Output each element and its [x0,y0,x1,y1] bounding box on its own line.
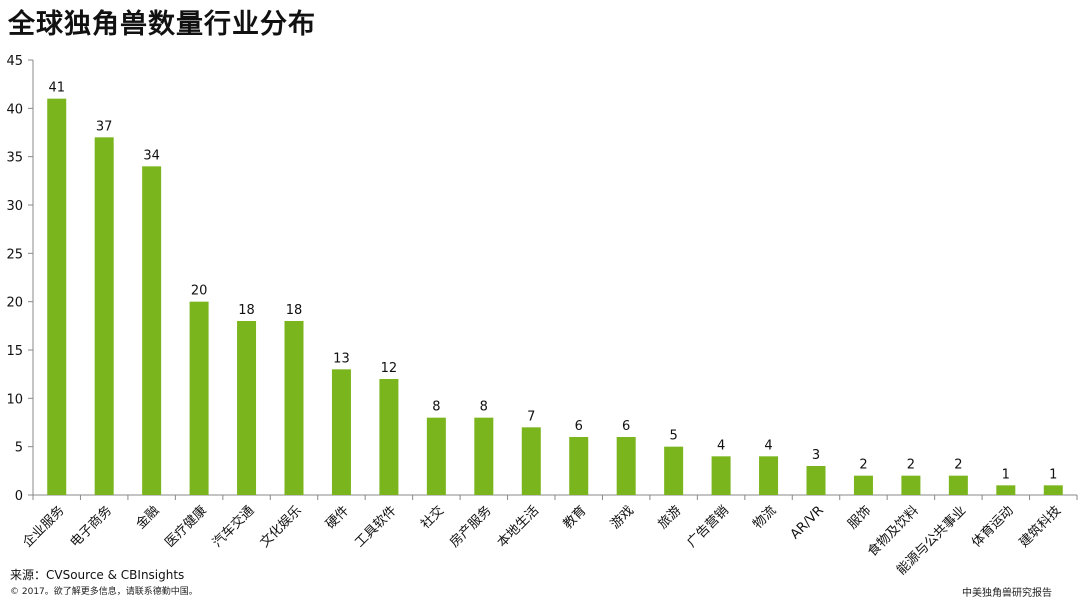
bar [569,437,589,495]
bar [901,475,921,495]
category-label: 服饰 [845,503,874,532]
bar [616,437,636,495]
bar-value-label: 6 [575,419,583,434]
bar [189,301,209,495]
bar-value-label: 1 [1002,467,1010,482]
category-label: 医疗健康 [162,503,210,551]
bar [853,475,873,495]
y-tick-label: 15 [6,344,23,359]
bar [521,427,541,495]
y-tick-label: 45 [6,54,23,69]
bar [237,321,257,495]
bar [711,456,731,495]
y-tick-label: 10 [6,392,23,407]
y-tick-label: 0 [15,489,23,504]
bar-value-label: 12 [381,361,398,376]
bar [142,166,162,496]
bar-value-label: 2 [954,458,962,473]
value-labels: 41 37 34 20 18 18 13 12 8 8 7 6 6 5 4 4 3 2 2 2 1 1 [48,81,1057,483]
category-label: 建筑科技 [1016,503,1064,551]
y-tick-label: 40 [6,102,23,117]
bar-value-label: 20 [191,284,208,299]
bar [284,321,304,495]
report-name: 中美独角兽研究报告 [962,588,1052,599]
bar [47,98,67,496]
category-label: 工具软件 [352,503,399,550]
y-tick-label: 25 [6,247,23,262]
y-tick-label: 30 [6,199,23,214]
bar-value-label: 8 [432,400,440,415]
bar-value-label: 2 [907,458,915,473]
bar [664,446,684,495]
category-label: 游戏 [608,503,637,532]
bar-value-label: 2 [859,458,867,473]
category-label: 物流 [750,503,779,532]
bar-value-label: 3 [812,448,820,463]
category-label: 旅游 [655,503,684,532]
bar-value-label: 7 [527,409,535,424]
bar-value-label: 37 [96,119,113,134]
bar [426,417,446,495]
bar-value-label: 41 [48,81,65,96]
category-label: 汽车交通 [209,503,257,551]
bar [474,417,494,495]
category-label: AR/VR [788,503,827,542]
y-tick-label: 5 [15,441,23,456]
category-label: 广告营销 [685,503,732,550]
bar-value-label: 4 [717,438,725,453]
bar-value-label: 13 [333,351,350,366]
source-note: 来源：CVSource & CBInsights [10,568,185,582]
bar-value-label: 18 [238,303,255,318]
y-tick-label: 20 [6,296,23,311]
bar-value-label: 8 [480,400,488,415]
category-label: 体育运动 [969,503,1017,551]
bar [379,379,399,495]
bars [47,98,1063,496]
copyright-note: © 2017。欲了解更多信息，请联系德勤中国。 [10,587,198,597]
category-label: 社交 [417,503,447,533]
bar [1043,485,1063,495]
category-label: 硬件 [323,503,352,532]
bar [94,137,114,496]
x-axis [32,494,1078,500]
bar-value-label: 5 [669,429,677,444]
bar-value-label: 34 [143,148,160,163]
category-label: 电子商务 [67,503,115,551]
chart-title: 全球独角兽数量行业分布 [8,9,316,40]
bar [759,456,779,495]
bar-value-label: 6 [622,419,630,434]
bar-value-label: 4 [764,438,772,453]
category-label: 房产服务 [447,503,495,551]
bar [331,369,351,495]
y-tick-label: 35 [6,151,23,166]
bar [996,485,1016,495]
category-label: 企业服务 [19,503,67,551]
category-label: 本地生活 [495,503,542,550]
bar [806,466,826,495]
category-label: 文化娱乐 [257,503,304,550]
bar [948,475,968,495]
bar-value-label: 18 [286,303,303,318]
category-label: 金融 [133,503,163,533]
category-label: 教育 [560,503,590,533]
y-axis: 0 5 10 15 20 25 30 35 40 45 [6,54,34,504]
bar-value-label: 1 [1049,467,1057,482]
